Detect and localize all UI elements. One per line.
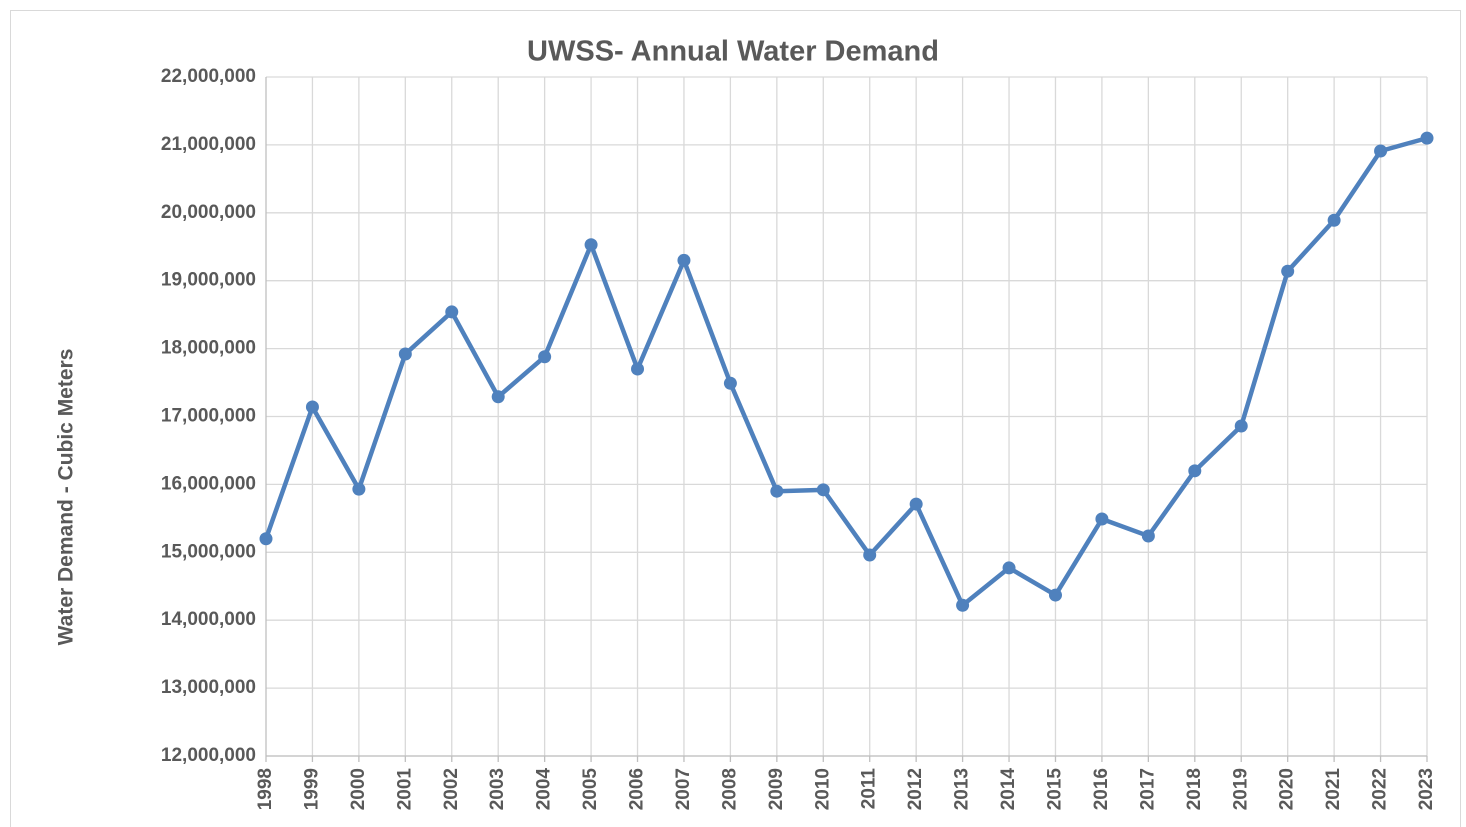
data-point xyxy=(1188,464,1202,478)
x-tick-label: 2005 xyxy=(580,768,601,811)
data-point xyxy=(1002,561,1016,575)
y-tick-label: 13,000,000 xyxy=(161,677,256,698)
data-point xyxy=(1048,588,1062,602)
x-tick-label: 1999 xyxy=(301,768,322,810)
y-tick-label: 17,000,000 xyxy=(161,406,256,427)
data-point xyxy=(631,362,645,376)
x-tick-label: 2007 xyxy=(673,768,694,810)
y-tick-label: 21,000,000 xyxy=(161,134,256,155)
chart-border xyxy=(10,10,1461,827)
chart-title: UWSS- Annual Water Demand xyxy=(527,36,939,68)
x-tick-label: 2009 xyxy=(766,768,787,810)
y-tick-label: 19,000,000 xyxy=(161,270,256,291)
data-point xyxy=(1374,144,1388,158)
data-point xyxy=(863,548,877,562)
data-point xyxy=(259,532,273,546)
y-tick-label: 14,000,000 xyxy=(161,609,256,630)
x-tick-label: 2014 xyxy=(998,768,1019,811)
data-point xyxy=(677,253,691,267)
data-point xyxy=(770,484,784,498)
data-point xyxy=(398,347,412,361)
data-point xyxy=(1141,529,1155,543)
y-tick-label: 15,000,000 xyxy=(161,541,256,562)
data-line xyxy=(263,135,1428,608)
y-tick-label: 12,000,000 xyxy=(161,745,256,766)
data-point xyxy=(816,483,830,497)
x-tick-label: 2022 xyxy=(1370,768,1391,810)
x-tick-label: 2003 xyxy=(487,768,508,810)
x-tick-label: 2001 xyxy=(394,768,415,811)
x-tick-label: 2013 xyxy=(952,768,973,810)
x-tick-label: 2016 xyxy=(1091,768,1112,810)
x-tick-label: 2000 xyxy=(348,768,369,810)
y-tick-label: 18,000,000 xyxy=(161,338,256,359)
x-tick-label: 2002 xyxy=(441,768,462,810)
y-tick-label: 16,000,000 xyxy=(161,473,256,494)
y-tick-label: 20,000,000 xyxy=(161,202,256,223)
data-point xyxy=(1234,419,1248,433)
x-tick-label: 2010 xyxy=(812,768,833,810)
data-point xyxy=(1095,512,1109,526)
y-axis-title: Water Demand - Cubic Meters xyxy=(55,349,78,646)
data-point xyxy=(491,390,505,404)
x-tick-label: 2023 xyxy=(1416,768,1437,810)
x-tick-label: 2020 xyxy=(1277,768,1298,810)
x-tick-label: 2006 xyxy=(627,768,648,810)
data-point xyxy=(1327,213,1341,227)
data-point xyxy=(1420,131,1434,145)
data-point xyxy=(538,350,552,364)
data-point xyxy=(584,238,598,252)
y-tick-label: 22,000,000 xyxy=(161,66,256,87)
x-tick-label: 2015 xyxy=(1044,768,1065,811)
x-tick-label: 2004 xyxy=(534,768,555,811)
data-point xyxy=(352,482,366,496)
x-tick-label: 1998 xyxy=(255,768,276,810)
x-tick-label: 2021 xyxy=(1323,768,1344,811)
data-point xyxy=(723,376,737,390)
data-point xyxy=(445,305,459,319)
data-point xyxy=(1281,264,1295,278)
x-tick-label: 2008 xyxy=(719,768,740,810)
x-tick-label: 2011 xyxy=(859,768,880,810)
data-point xyxy=(305,400,319,414)
x-tick-label: 2018 xyxy=(1184,768,1205,810)
x-tick-label: 2012 xyxy=(905,768,926,810)
data-point xyxy=(909,497,923,511)
x-tick-label: 2017 xyxy=(1137,768,1158,810)
data-point xyxy=(956,598,970,612)
x-tick-label: 2019 xyxy=(1230,768,1251,810)
